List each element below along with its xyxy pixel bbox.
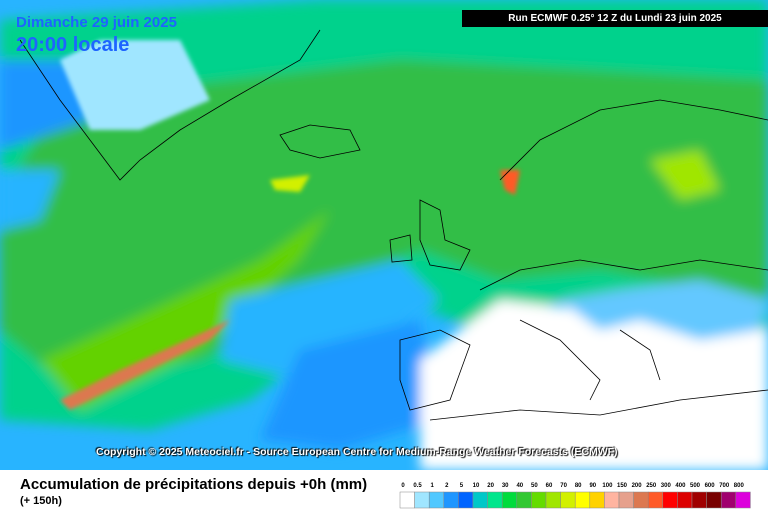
legend-swatch	[720, 491, 737, 509]
legend-label: 500	[690, 483, 701, 489]
legend-label: 80	[575, 483, 582, 489]
footer-title: Accumulation de précipitations depuis +0…	[20, 476, 368, 493]
legend-swatch	[735, 491, 751, 509]
legend-label: 90	[589, 483, 596, 489]
legend-label: 70	[560, 483, 567, 489]
legend-swatch	[472, 491, 488, 509]
legend-swatch	[677, 491, 693, 509]
legend-label: 1	[431, 483, 435, 489]
legend-label: 800	[734, 483, 745, 489]
legend-label: 5	[460, 483, 464, 489]
legend-label: 700	[719, 483, 730, 489]
legend-label: 300	[661, 483, 672, 489]
legend-swatch	[633, 491, 649, 509]
legend-label: 30	[502, 483, 509, 489]
legend-label: 200	[632, 483, 643, 489]
copyright: Copyright © 2025 Meteociel.fr - Source E…	[96, 446, 618, 458]
date: Dimanche 29 juin 2025	[16, 14, 177, 31]
map	[0, 0, 768, 470]
legend-swatch	[706, 491, 722, 509]
legend-label: 600	[705, 483, 716, 489]
run-info: Run ECMWF 0.25° 12 Z du Lundi 23 juin 20…	[462, 10, 768, 27]
legend-label: 150	[617, 483, 628, 489]
legend-swatch	[501, 491, 518, 509]
legend-label: 2	[445, 483, 449, 489]
legend-swatch	[574, 491, 591, 509]
legend-label: 10	[473, 483, 480, 489]
legend-swatch	[443, 491, 459, 509]
time: 20:00 locale	[16, 34, 130, 56]
legend-label: 0	[401, 483, 405, 489]
legend-swatch	[414, 491, 430, 509]
legend-swatch	[662, 491, 678, 509]
legend-swatch	[560, 491, 576, 509]
legend-label: 60	[546, 483, 553, 489]
legend-swatch	[428, 491, 445, 509]
legend-swatch	[487, 491, 503, 509]
legend-label: 40	[516, 483, 523, 489]
legend-label: 0.5	[413, 483, 422, 489]
legend-swatch	[647, 491, 664, 509]
legend-swatch	[545, 491, 561, 509]
legend-label: 100	[602, 483, 613, 489]
legend-swatch	[604, 491, 620, 509]
legend-swatch	[618, 491, 634, 509]
legend-swatch	[516, 491, 532, 509]
legend-label: 20	[487, 483, 494, 489]
legend-swatch	[531, 491, 547, 509]
legend-swatch	[458, 491, 474, 509]
footer-subtitle: (+ 150h)	[20, 495, 62, 507]
legend-swatch	[691, 491, 707, 509]
legend-swatch	[589, 491, 605, 509]
legend-label: 50	[531, 483, 538, 489]
legend-label: 400	[675, 483, 686, 489]
legend-swatch	[399, 491, 415, 509]
legend-label: 250	[646, 483, 657, 489]
